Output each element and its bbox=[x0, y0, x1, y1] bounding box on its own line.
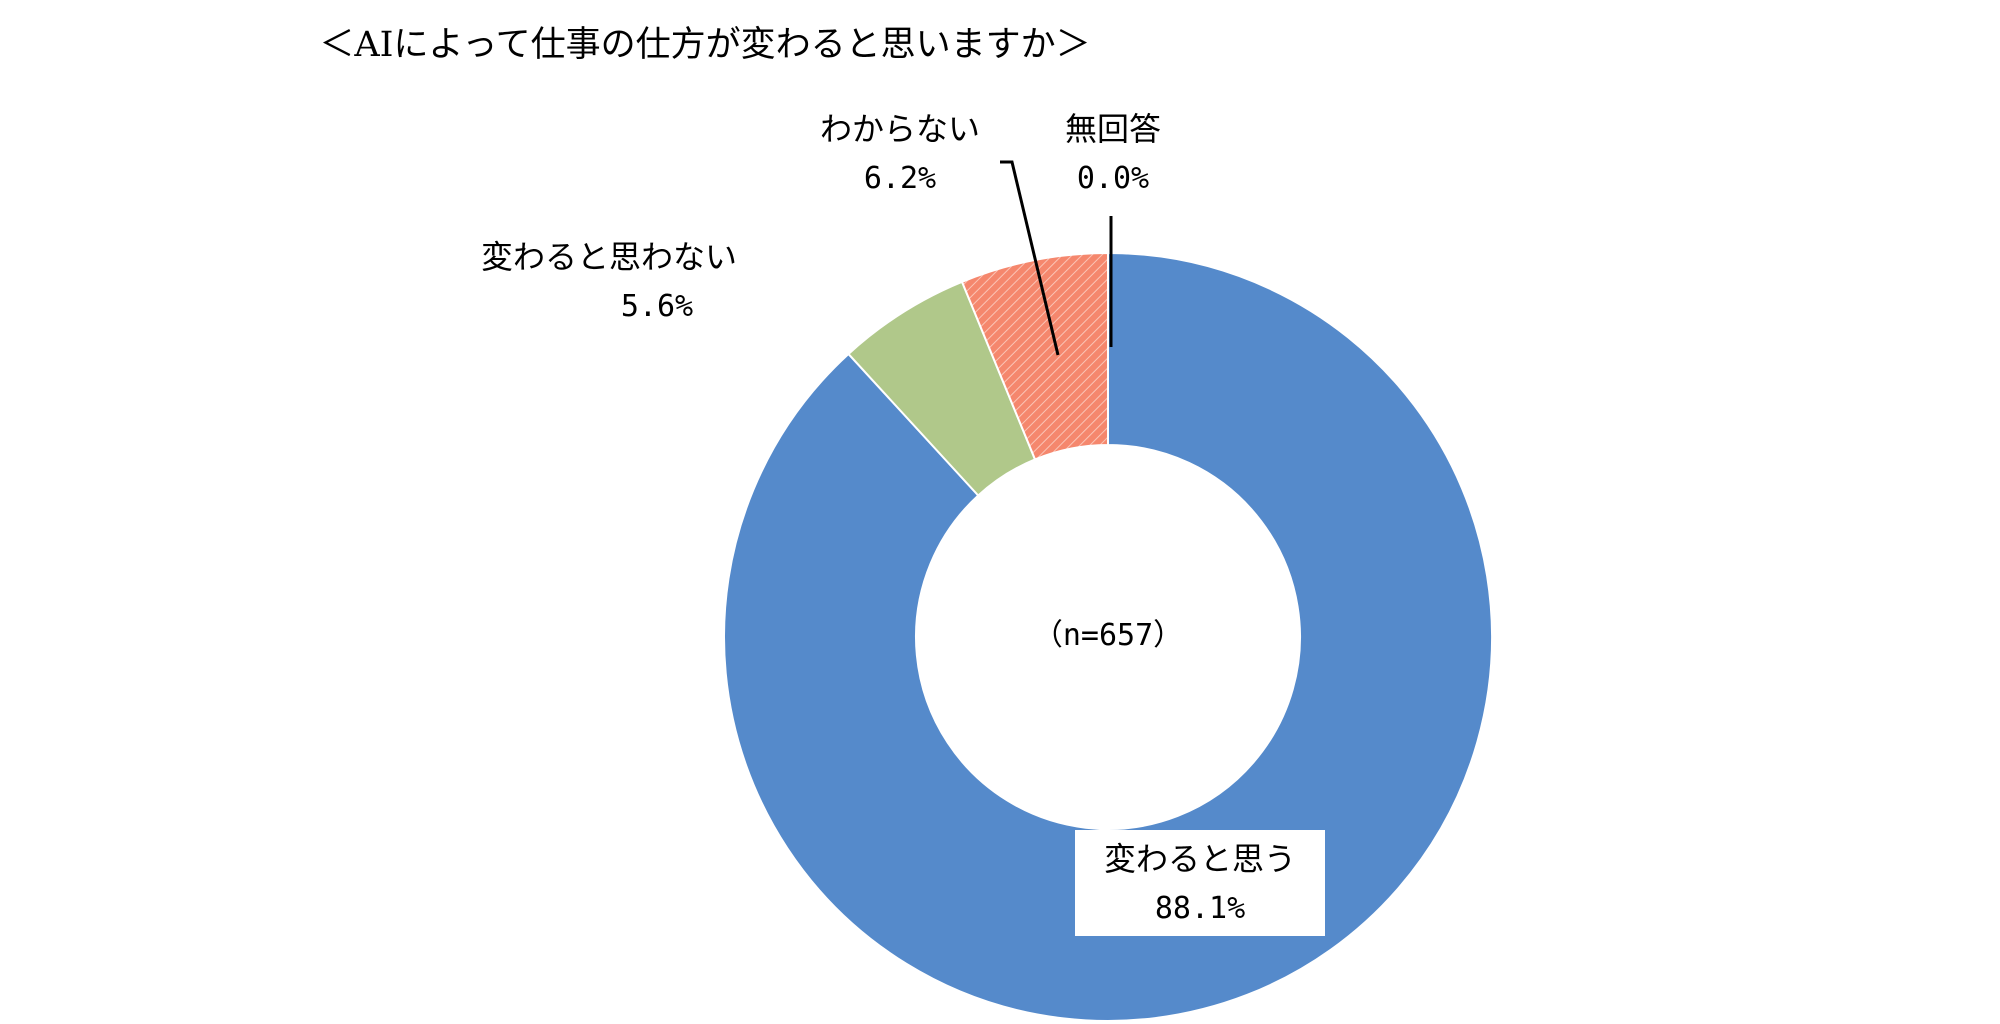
leader-line-dont-know bbox=[1000, 160, 1060, 356]
category-label-no-answer: 無回答 bbox=[1065, 110, 1161, 148]
value-label-will-change: 88.1% bbox=[1155, 891, 1245, 926]
data-labels: 変わると思う 88.1% 変わると思わない 5.6% わからない 6.2% 無回答 0.0% bbox=[481, 110, 1325, 936]
value-label-dont-know: 6.2% bbox=[864, 161, 936, 196]
leader-lines bbox=[1000, 160, 1113, 356]
value-label-will-not-change: 5.6% bbox=[621, 289, 693, 324]
slice-will-change bbox=[723, 251, 1493, 1022]
donut-slices bbox=[723, 251, 1493, 1022]
data-label-box-will-change bbox=[1075, 830, 1325, 936]
chart-title: ＜AIによって仕事の仕方が変わると思いますか＞ bbox=[319, 25, 1091, 65]
category-label-will-not-change: 変わると思わない bbox=[481, 238, 737, 276]
value-label-no-answer: 0.0% bbox=[1077, 161, 1149, 196]
slice-dont-know bbox=[960, 251, 1109, 461]
sample-size-label: （n=657） bbox=[1033, 618, 1183, 653]
category-label-dont-know: わからない bbox=[820, 110, 980, 148]
category-label-will-change: 変わると思う bbox=[1104, 840, 1296, 878]
